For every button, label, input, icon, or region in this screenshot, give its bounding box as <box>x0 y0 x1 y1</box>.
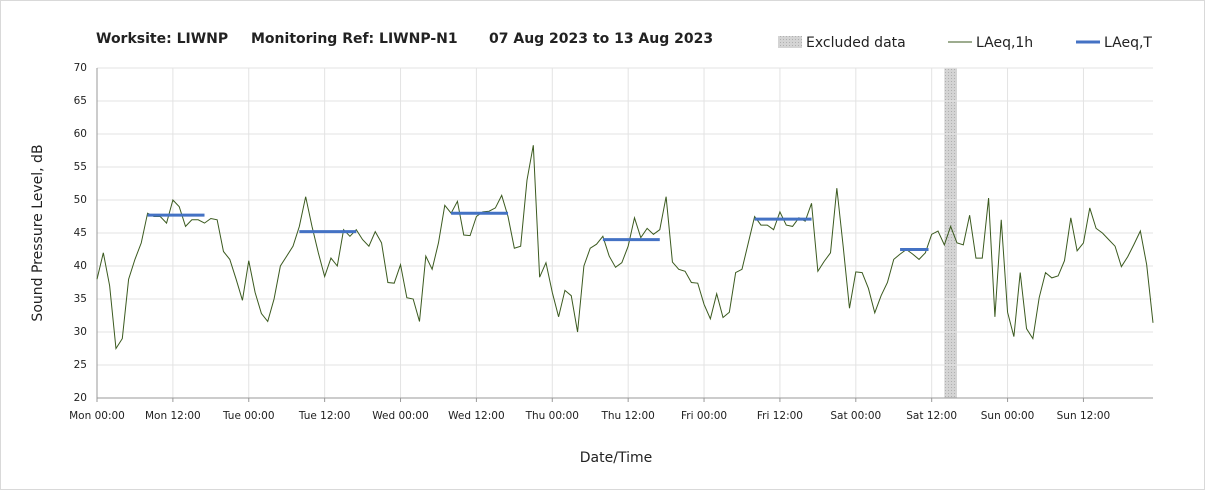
y-tick-label: 50 <box>74 194 87 206</box>
x-tick-label: Wed 12:00 <box>448 410 505 422</box>
y-tick-label: 70 <box>74 62 87 74</box>
x-tick-label: Mon 00:00 <box>69 410 125 422</box>
legend-label: LAeq,T <box>1104 35 1152 51</box>
y-tick-label: 65 <box>74 95 87 107</box>
y-tick-label: 60 <box>74 128 87 140</box>
series-line <box>96 145 1154 350</box>
x-tick-label: Sun 12:00 <box>1057 410 1111 422</box>
y-tick-label: 35 <box>74 293 87 305</box>
legend-label: LAeq,1h <box>976 35 1033 51</box>
y-tick-label: 25 <box>74 359 87 371</box>
x-tick-label: Tue 00:00 <box>222 410 275 422</box>
chart-title: 07 Aug 2023 to 13 Aug 2023 <box>489 31 713 47</box>
x-tick-label: Sun 00:00 <box>981 410 1035 422</box>
y-tick-label: 40 <box>74 260 87 272</box>
x-tick-label: Sat 12:00 <box>906 410 957 422</box>
x-tick-label: Fri 12:00 <box>757 410 803 422</box>
x-tick-label: Fri 00:00 <box>681 410 727 422</box>
x-tick-label: Thu 00:00 <box>525 410 579 422</box>
y-tick-label: 55 <box>74 161 87 173</box>
y-tick-label: 20 <box>74 392 87 404</box>
x-axis-label: Date/Time <box>580 450 652 466</box>
legend-label: Excluded data <box>806 35 906 51</box>
y-tick-label: 45 <box>74 227 87 239</box>
legend-swatch <box>778 36 802 48</box>
x-tick-label: Tue 12:00 <box>298 410 351 422</box>
chart-title: Monitoring Ref: LIWNP-N1 <box>251 31 458 47</box>
x-tick-label: Mon 12:00 <box>145 410 201 422</box>
x-tick-label: Wed 00:00 <box>372 410 429 422</box>
x-tick-label: Sat 00:00 <box>830 410 881 422</box>
y-tick-label: 30 <box>74 326 87 338</box>
chart-title: Worksite: LIWNP <box>96 31 228 47</box>
y-axis-label: Sound Pressure Level, dB <box>30 144 46 321</box>
x-tick-label: Thu 12:00 <box>600 410 654 422</box>
